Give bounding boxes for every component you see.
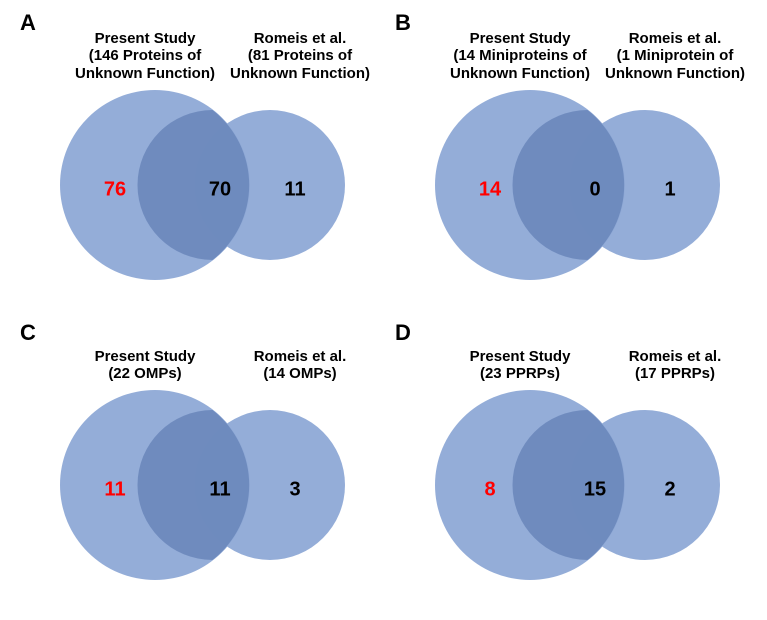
panel-a-right-label-line2: (81 Proteins of	[220, 47, 380, 64]
venn-c: 11 11 3	[20, 380, 380, 610]
panel-letter-b: B	[395, 10, 411, 36]
panel-a-left-value: 76	[104, 178, 126, 200]
panel-c-right-value: 3	[289, 478, 300, 500]
panel-c-left-label-line1: Present Study	[65, 348, 225, 365]
panel-a-left-label-line2: (146 Proteins of	[65, 47, 225, 64]
panel-c-left-label: Present Study (22 OMPs)	[65, 348, 225, 383]
venn-b: 14 0 1	[395, 80, 755, 310]
panel-a-left-label: Present Study (146 Proteins of Unknown F…	[65, 30, 225, 82]
panel-b-right-label: Romeis et al. (1 Miniprotein of Unknown …	[595, 30, 755, 82]
panel-a: A Present Study (146 Proteins of Unknown…	[20, 10, 380, 300]
panel-a-left-label-line1: Present Study	[65, 30, 225, 47]
panel-b-mid-value: 0	[589, 178, 600, 200]
panel-c-right-label-line1: Romeis et al.	[220, 348, 380, 365]
panel-a-right-label: Romeis et al. (81 Proteins of Unknown Fu…	[220, 30, 380, 82]
panel-b-left-label-line2: (14 Miniproteins of	[440, 47, 600, 64]
panel-letter-d: D	[395, 320, 411, 346]
panel-a-right-value: 11	[284, 178, 305, 200]
panel-d-left-value: 8	[484, 478, 495, 500]
panel-c: C Present Study (22 OMPs) Romeis et al. …	[20, 320, 380, 610]
panel-b-left-label: Present Study (14 Miniproteins of Unknow…	[440, 30, 600, 82]
panel-d-left-label: Present Study (23 PPRPs)	[440, 348, 600, 383]
panel-b-right-value: 1	[664, 178, 675, 200]
panel-d-right-value: 2	[664, 478, 675, 500]
panel-c-right-label: Romeis et al. (14 OMPs)	[220, 348, 380, 383]
panel-c-mid-value: 11	[209, 478, 230, 500]
panel-d: D Present Study (23 PPRPs) Romeis et al.…	[395, 320, 755, 610]
panel-b-right-label-line2: (1 Miniprotein of	[595, 47, 755, 64]
panel-letter-c: C	[20, 320, 36, 346]
panel-a-right-label-line1: Romeis et al.	[220, 30, 380, 47]
panel-d-right-label-line1: Romeis et al.	[595, 348, 755, 365]
panel-letter-a: A	[20, 10, 36, 36]
panel-b-left-label-line1: Present Study	[440, 30, 600, 47]
panel-b-left-value: 14	[479, 178, 502, 200]
venn-d: 8 15 2	[395, 380, 755, 610]
panel-b-right-label-line1: Romeis et al.	[595, 30, 755, 47]
panel-d-left-label-line1: Present Study	[440, 348, 600, 365]
venn-a: 76 70 11	[20, 80, 380, 310]
panel-b: B Present Study (14 Miniproteins of Unkn…	[395, 10, 755, 300]
panel-d-mid-value: 15	[584, 478, 606, 500]
panel-a-mid-value: 70	[209, 178, 231, 200]
panel-d-right-label: Romeis et al. (17 PPRPs)	[595, 348, 755, 383]
panel-c-left-value: 11	[104, 478, 125, 500]
